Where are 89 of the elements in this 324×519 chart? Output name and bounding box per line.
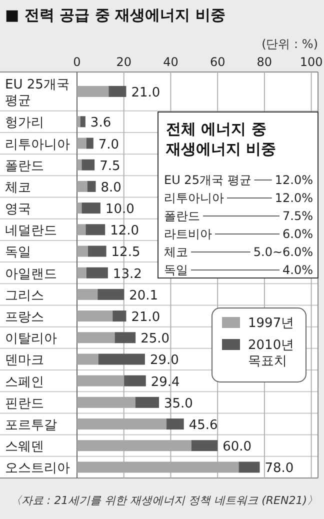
bar (88, 246, 106, 257)
total-label: 78.0 (264, 461, 294, 476)
y-tick-label: 리투아니아 (5, 137, 70, 152)
chart-title: ■ 전력 공급 중 재생에너지 비중 (5, 6, 226, 24)
total-label: 13.2 (112, 266, 142, 282)
x-tick-label: 60 (210, 55, 226, 69)
annotation: 라트비아 (164, 227, 212, 241)
total-label: 8.0 (100, 180, 122, 196)
bar (86, 138, 94, 149)
y-tick-label: 네덜란드 (5, 224, 57, 239)
y-tick-label: 프랑스 (5, 310, 44, 326)
bar (77, 224, 86, 236)
y-tick-label: 폴란드 (5, 158, 44, 174)
bar (114, 332, 136, 344)
y-tick-label: 체코 (5, 180, 31, 196)
x-tick-label: 0 (73, 55, 81, 69)
text: (단위 : %) (262, 37, 318, 51)
y-tick-label: EU 25개국 평균 (5, 77, 70, 108)
total-label: 21.0 (131, 310, 160, 326)
total-label: 12.0 (110, 224, 140, 239)
total-label: 29.4 (150, 374, 180, 390)
bar (77, 159, 82, 170)
bar (98, 354, 145, 365)
x-tick-label: 40 (163, 55, 178, 69)
annotation: 리투아니아 (164, 191, 224, 205)
bar (191, 440, 218, 452)
bar (135, 396, 160, 408)
x-tick-label: 20 (116, 55, 132, 69)
total-label: 25.0 (140, 332, 170, 347)
total-label: 7.5 (100, 158, 120, 174)
bar (80, 116, 86, 128)
bar (238, 462, 260, 473)
annotation: 체코 (164, 245, 188, 259)
y-tick-label: 스웨덴 (5, 440, 44, 455)
text: 전체 에너지 중 재생에너지 비중 (165, 120, 276, 158)
annotation: 6.0% (282, 227, 313, 241)
annotation: 12.0% (274, 173, 313, 187)
y-tick-label: 독일 (5, 245, 31, 260)
bar (82, 202, 100, 214)
total-label: 7.0 (98, 137, 120, 152)
bar (77, 246, 88, 257)
total-label: 3.6 (90, 116, 112, 131)
annotation: 폴란드 (164, 209, 200, 223)
bar (77, 288, 98, 300)
bar (77, 310, 113, 322)
bar (77, 267, 86, 278)
y-tick-label: 스페인 (5, 374, 44, 390)
y-tick-label: 포르투갈 (5, 418, 57, 434)
total-label: 20.1 (129, 288, 158, 304)
bar (77, 354, 98, 365)
bar (87, 180, 96, 192)
total-label: 10.0 (105, 202, 134, 218)
annotation: 4.0% (282, 263, 313, 277)
bar (77, 180, 88, 192)
bar (77, 138, 86, 149)
bar (86, 224, 106, 236)
annotation: 12.0% (274, 191, 313, 205)
bar (77, 332, 115, 344)
annotation: 7.5% (282, 209, 313, 223)
y-tick-label: 헝가리 (5, 116, 44, 131)
y-tick-label: 핀란드 (5, 396, 44, 412)
total-label: 21.0 (131, 85, 160, 100)
annotation: 독일 (164, 263, 188, 277)
bar (82, 159, 95, 170)
total-label: 12.5 (111, 245, 140, 260)
bar (77, 202, 82, 214)
x-tick-label: 100 (300, 55, 323, 69)
bar (124, 375, 146, 386)
total-label: 45.6 (188, 418, 218, 434)
y-tick-label: 오스트리아 (5, 461, 70, 476)
text: 〈자료 : 21세기를 위한 재생에너지 정책 네트워크 (REN21)〉 (10, 494, 318, 507)
annotation: 5.0~6.0% (253, 245, 313, 259)
annotation: EU 25개국 평균 (164, 173, 252, 187)
x-tick-label: 80 (256, 55, 272, 69)
bar (98, 288, 124, 300)
legend-label: 2010년 목표치 (248, 338, 294, 369)
y-tick-label: 아일랜드 (5, 266, 57, 282)
bar (166, 418, 184, 430)
total-label: 35.0 (164, 396, 193, 412)
bar (77, 116, 80, 128)
legend-label: 1997년 (248, 316, 294, 331)
bar (86, 267, 108, 278)
bar (112, 310, 126, 322)
y-tick-label: 그리스 (5, 288, 44, 304)
y-tick-label: 덴마크 (5, 353, 44, 368)
y-tick-label: 이탈리아 (5, 332, 57, 347)
total-label: 29.0 (150, 353, 179, 368)
total-label: 60.0 (222, 440, 252, 455)
y-tick-label: 영국 (5, 202, 31, 218)
